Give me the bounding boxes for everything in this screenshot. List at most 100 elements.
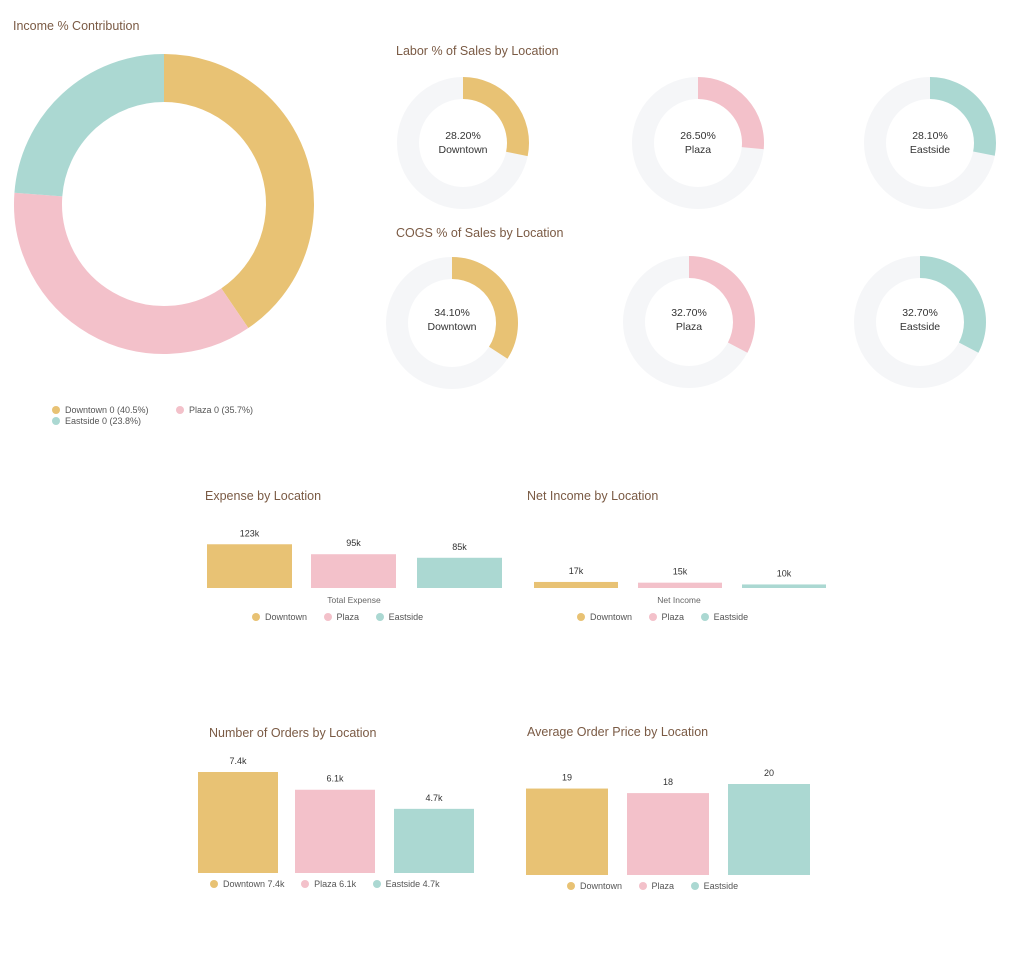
bar-downtown[interactable]: [534, 581, 618, 588]
expense-legend-label-plaza: Plaza: [336, 612, 360, 622]
orders-legend-eastside[interactable]: Eastside 4.7k: [372, 879, 440, 889]
labor-name-plaza: Plaza: [684, 144, 712, 156]
cogs-value-eastside: 32.70%: [902, 307, 938, 319]
cogs-label-eastside: 32.70% Eastside: [900, 306, 940, 334]
expense-legend-plaza[interactable]: Plaza: [323, 612, 360, 622]
expense-legend-downtown[interactable]: Downtown: [252, 612, 307, 622]
orders-legend-label-downtown: Downtown 7.4k: [223, 879, 285, 889]
bar-eastside[interactable]: [417, 557, 502, 588]
legend-label-plaza: Plaza 0 (35.7%): [189, 405, 254, 415]
legend-dot-plaza: [323, 613, 332, 621]
labor-name-eastside: Eastside: [909, 144, 951, 156]
labor-label-plaza: 26.50% Plaza: [680, 129, 716, 157]
gauge-arc-downtown[interactable]: [451, 257, 518, 359]
bar-plaza[interactable]: [311, 554, 396, 588]
labor-gauge-downtown: [397, 77, 529, 209]
gauge-arc-eastside[interactable]: [929, 77, 996, 156]
expense-legend-eastside[interactable]: Eastside: [375, 612, 424, 622]
netincome-legend-eastside[interactable]: Eastside: [700, 612, 749, 622]
donut-slice-downtown[interactable]: [163, 54, 314, 329]
cogs-gauge-downtown: [386, 257, 518, 389]
legend-dot-downtown: [252, 613, 260, 621]
netincome-legend-plaza[interactable]: Plaza: [648, 612, 684, 622]
gauge-arc-plaza[interactable]: [688, 256, 755, 353]
orders-legend-label-plaza: Plaza 6.1k: [314, 879, 357, 889]
avgprice-legend-eastside[interactable]: Eastside: [690, 881, 739, 891]
legend-label-eastside: Eastside 0 (23.8%): [65, 416, 142, 426]
labor-name-downtown: Downtown: [438, 144, 488, 156]
legend-dot-eastside: [375, 613, 384, 621]
legend-dot-eastside: [690, 882, 699, 890]
legend-dot-plaza: [648, 613, 657, 621]
legend-dot-eastside: [52, 417, 60, 425]
legend-plaza[interactable]: Plaza 0 (35.7%): [176, 405, 253, 415]
legend-dot-plaza: [176, 406, 184, 414]
bar-plaza[interactable]: [638, 582, 722, 588]
bar-eastside[interactable]: [742, 584, 826, 588]
gauge-arc-downtown[interactable]: [462, 77, 529, 157]
legend-dot-downtown: [567, 882, 575, 890]
legend-dot-downtown: [577, 613, 585, 621]
donut-slice-plaza[interactable]: [14, 192, 249, 354]
bar-eastside[interactable]: [394, 808, 474, 873]
bar-value-label-plaza: 15k: [673, 567, 688, 577]
netincome-legend-label-downtown: Downtown: [590, 612, 633, 622]
income-legend: Downtown 0 (40.5%) Plaza 0 (35.7%) Easts…: [52, 405, 267, 427]
bar-value-label-eastside: 10k: [777, 568, 792, 578]
orders-title: Number of Orders by Location: [209, 726, 377, 740]
bar-plaza[interactable]: [295, 789, 375, 873]
bar-value-label-plaza: 18: [663, 777, 673, 787]
netincome-legend-label-eastside: Eastside: [713, 612, 749, 622]
legend-downtown[interactable]: Downtown 0 (40.5%): [52, 405, 162, 415]
labor-value-plaza: 26.50%: [680, 130, 716, 142]
labor-value-downtown: 28.20%: [445, 130, 481, 142]
legend-eastside[interactable]: Eastside 0 (23.8%): [52, 416, 141, 426]
netincome-title: Net Income by Location: [527, 489, 659, 503]
labor-label-eastside: 28.10% Eastside: [910, 129, 950, 157]
bar-downtown[interactable]: [526, 788, 608, 875]
cogs-value-downtown: 34.10%: [434, 307, 470, 319]
netincome-legend-downtown[interactable]: Downtown: [577, 612, 632, 622]
avgprice-legend-downtown[interactable]: Downtown: [567, 881, 622, 891]
gauge-arc-plaza[interactable]: [697, 77, 764, 150]
bar-value-label-downtown: 7.4k: [229, 756, 247, 766]
bar-value-label-plaza: 95k: [346, 538, 361, 548]
cogs-name-plaza: Plaza: [675, 321, 703, 333]
legend-dot-plaza: [638, 882, 647, 890]
bar-value-label-downtown: 19: [562, 773, 572, 783]
bar-downtown[interactable]: [198, 772, 278, 873]
income-contribution-donut: [14, 54, 314, 354]
orders-legend-downtown[interactable]: Downtown 7.4k: [210, 879, 285, 889]
income-contribution-title: Income % Contribution: [13, 19, 140, 33]
cogs-title: COGS % of Sales by Location: [396, 226, 564, 240]
bar-plaza[interactable]: [627, 793, 709, 875]
cogs-gauge-plaza: [623, 256, 755, 388]
avgprice-legend-label-eastside: Eastside: [703, 881, 739, 891]
labor-gauge-eastside: [864, 77, 996, 209]
bar-downtown[interactable]: [207, 544, 292, 588]
avgprice-title: Average Order Price by Location: [527, 725, 709, 739]
bar-value-label-downtown: 123k: [240, 528, 260, 538]
bar-eastside[interactable]: [728, 784, 810, 875]
gauge-arc-eastside[interactable]: [919, 256, 986, 353]
legend-dot-eastside: [372, 880, 381, 888]
legend-dot-downtown: [210, 880, 218, 888]
expense-legend-label-eastside: Eastside: [388, 612, 424, 622]
expense-category-label: Total Expense: [327, 595, 381, 605]
bar-value-label-plaza: 6.1k: [326, 774, 344, 784]
legend-dot-eastside: [700, 613, 709, 621]
netincome-category-label: Net Income: [657, 595, 701, 605]
cogs-name-eastside: Eastside: [899, 321, 941, 333]
avgprice-legend-plaza[interactable]: Plaza: [638, 881, 674, 891]
labor-gauge-plaza: [632, 77, 764, 209]
donut-slice-eastside[interactable]: [14, 54, 165, 197]
cogs-name-downtown: Downtown: [427, 321, 477, 333]
cogs-label-downtown: 34.10% Downtown: [427, 306, 476, 334]
orders-legend-plaza[interactable]: Plaza 6.1k: [301, 879, 356, 889]
legend-dot-plaza: [301, 880, 310, 888]
avgprice-legend: Downtown Plaza Eastside: [567, 881, 752, 892]
orders-legend: Downtown 7.4k Plaza 6.1k Eastside 4.7k: [210, 879, 454, 890]
expense-legend-label-downtown: Downtown: [265, 612, 308, 622]
